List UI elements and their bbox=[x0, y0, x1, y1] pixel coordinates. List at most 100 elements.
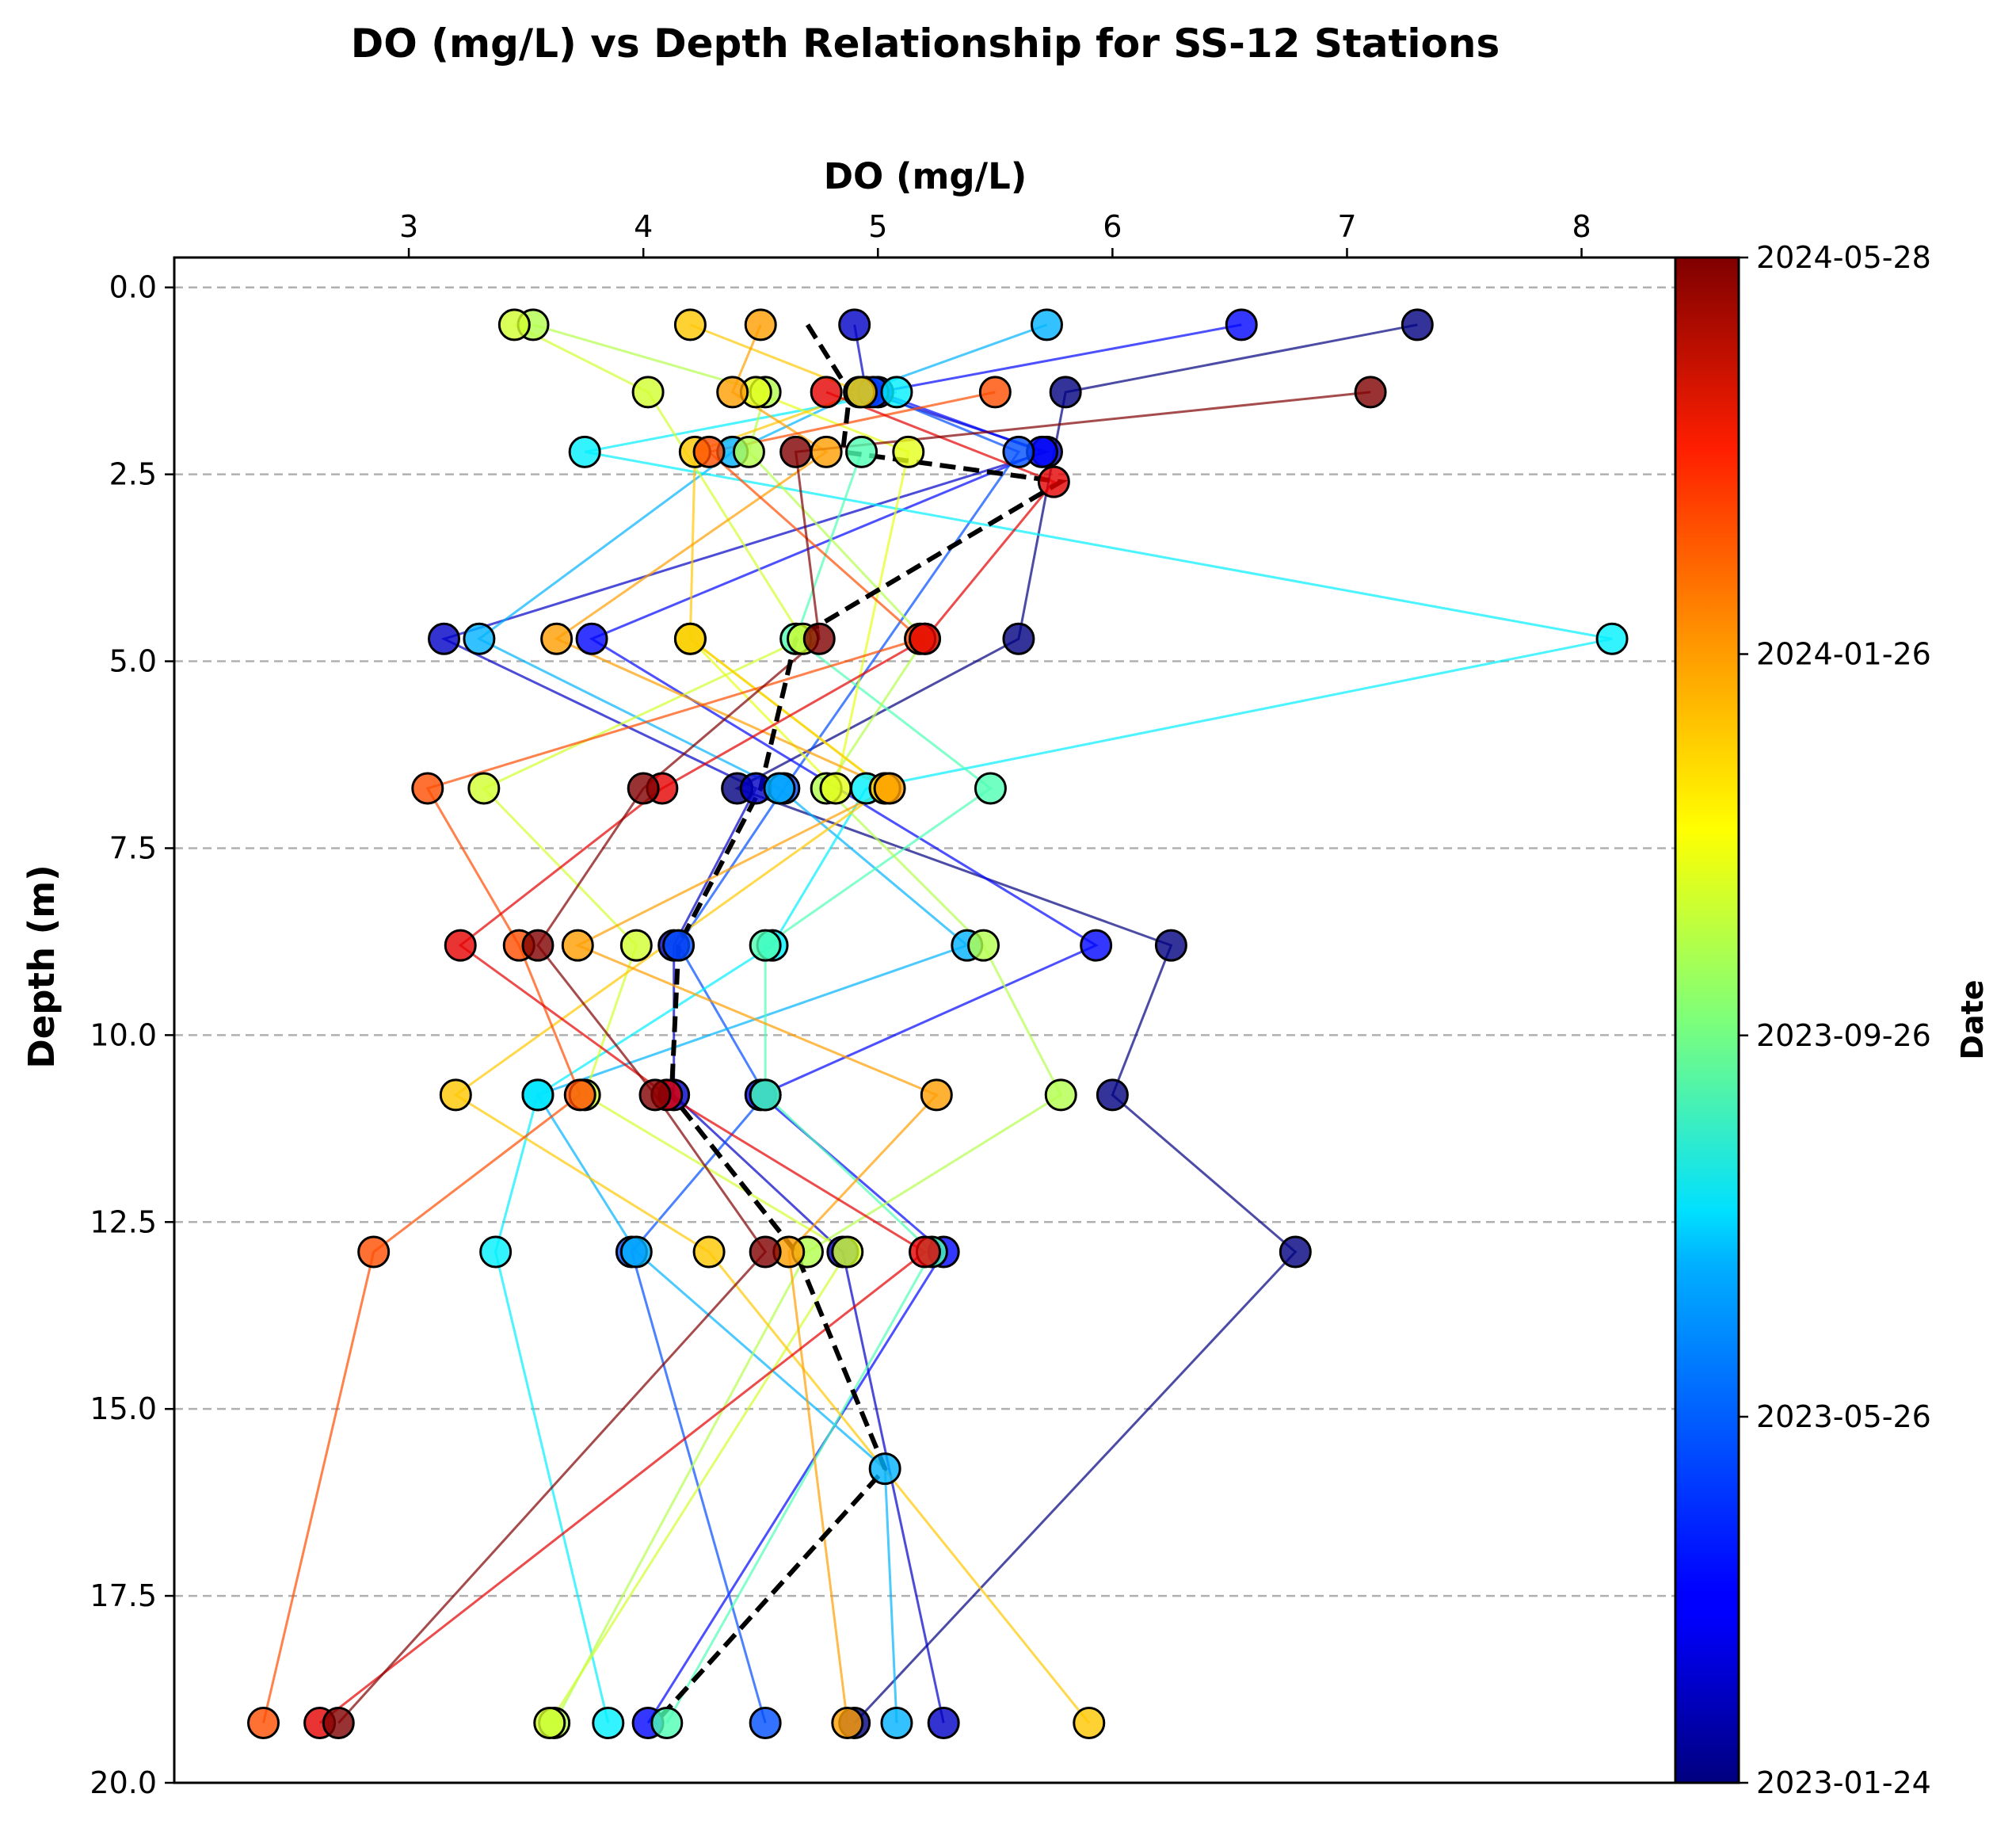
data-point bbox=[810, 376, 843, 409]
data-point bbox=[909, 622, 941, 655]
data-point bbox=[439, 1078, 472, 1112]
data-point bbox=[673, 622, 707, 655]
data-point bbox=[880, 1707, 913, 1740]
data-point bbox=[662, 929, 696, 962]
data-point bbox=[411, 772, 444, 805]
data-point bbox=[638, 1078, 672, 1112]
series-line bbox=[262, 391, 996, 1723]
data-point bbox=[763, 772, 796, 805]
data-point bbox=[357, 1235, 391, 1269]
series-line bbox=[337, 391, 1371, 1724]
data-point bbox=[749, 1707, 782, 1740]
data-point bbox=[247, 1707, 280, 1740]
y-tick-label: 7.5 bbox=[109, 830, 157, 865]
data-point bbox=[479, 1235, 513, 1269]
data-point bbox=[716, 376, 749, 409]
mean-line bbox=[653, 323, 1069, 1725]
x-tick-label: 3 bbox=[399, 209, 418, 244]
data-point bbox=[533, 1707, 566, 1740]
data-point bbox=[575, 622, 608, 655]
data-point bbox=[1073, 1707, 1106, 1740]
data-point bbox=[1030, 308, 1063, 342]
data-point bbox=[521, 929, 554, 962]
data-point bbox=[692, 1235, 726, 1269]
data-point bbox=[880, 376, 913, 409]
colorbar-tick-label: 2023-01-24 bbox=[1756, 1765, 1931, 1800]
data-point bbox=[744, 308, 777, 342]
data-point bbox=[779, 435, 813, 468]
series-line bbox=[734, 323, 1418, 1724]
mean-line-layer bbox=[653, 323, 1069, 1725]
y-ticks: 0.0 2.5 5.0 7.5 10.0 12.5 15.0 17.5 20.0 bbox=[90, 270, 174, 1800]
series-line bbox=[318, 391, 1056, 1724]
data-point bbox=[322, 1707, 355, 1740]
series-layer bbox=[262, 323, 1613, 1724]
data-point bbox=[463, 622, 496, 655]
data-point bbox=[692, 435, 726, 468]
data-point bbox=[1049, 376, 1082, 409]
series-line bbox=[554, 324, 939, 1723]
data-point bbox=[845, 376, 878, 409]
data-point bbox=[749, 929, 782, 962]
x-axis-label: DO (mg/L) bbox=[824, 155, 1027, 197]
x-tick-label: 7 bbox=[1337, 209, 1356, 244]
data-point bbox=[1279, 1235, 1312, 1269]
y-tick-label: 0.0 bbox=[109, 270, 157, 305]
data-point bbox=[868, 1452, 901, 1486]
data-point bbox=[1096, 1078, 1129, 1112]
data-point bbox=[631, 376, 665, 409]
data-point bbox=[831, 1707, 864, 1740]
y-tick-label: 20.0 bbox=[90, 1765, 157, 1800]
data-point bbox=[428, 622, 461, 655]
series-line bbox=[440, 324, 1051, 1723]
y-axis-label: Depth (m) bbox=[21, 864, 63, 1068]
data-point bbox=[619, 929, 653, 962]
x-tick-label: 8 bbox=[1572, 209, 1591, 244]
y-tick-label: 12.5 bbox=[90, 1204, 157, 1239]
data-point bbox=[967, 929, 1000, 962]
x-tick-label: 5 bbox=[868, 209, 887, 244]
series-line bbox=[482, 323, 849, 1724]
series-line bbox=[532, 323, 1063, 1724]
data-point bbox=[592, 1707, 625, 1740]
data-point bbox=[1154, 929, 1187, 962]
data-point bbox=[732, 435, 765, 468]
data-point bbox=[749, 1078, 782, 1112]
series-line bbox=[494, 391, 1613, 1723]
data-point bbox=[838, 308, 871, 342]
data-point bbox=[497, 308, 531, 342]
data-point bbox=[444, 929, 477, 962]
data-point bbox=[1595, 622, 1629, 655]
data-point bbox=[920, 1078, 953, 1112]
chart-title: DO (mg/L) vs Depth Relationship for SS-1… bbox=[351, 21, 1500, 67]
colorbar bbox=[1674, 256, 1740, 1784]
y-tick-label: 2.5 bbox=[109, 457, 157, 492]
data-point bbox=[845, 435, 878, 468]
data-point bbox=[749, 1235, 782, 1269]
y-tick-label: 10.0 bbox=[90, 1017, 157, 1052]
x-tick-label: 6 bbox=[1103, 209, 1122, 244]
data-point bbox=[568, 435, 601, 468]
data-point bbox=[673, 308, 707, 342]
y-tick-label: 17.5 bbox=[90, 1578, 157, 1613]
x-ticks: 3 4 5 6 7 8 bbox=[399, 209, 1591, 258]
plot-frame bbox=[173, 256, 1677, 1784]
data-point bbox=[1002, 622, 1035, 655]
data-point bbox=[873, 772, 906, 805]
data-point bbox=[619, 1235, 653, 1269]
x-tick-label: 4 bbox=[634, 209, 653, 244]
data-point bbox=[978, 376, 1012, 409]
data-point bbox=[892, 435, 925, 468]
data-point bbox=[561, 929, 594, 962]
data-point bbox=[909, 1235, 941, 1269]
data-point bbox=[974, 772, 1007, 805]
data-point bbox=[521, 1078, 554, 1112]
data-point bbox=[1354, 376, 1387, 409]
data-point bbox=[1225, 308, 1258, 342]
series-line bbox=[477, 323, 1048, 1723]
points-layer bbox=[247, 308, 1629, 1740]
data-point bbox=[819, 772, 852, 805]
colorbar-tick-label: 2023-05-26 bbox=[1756, 1399, 1931, 1434]
